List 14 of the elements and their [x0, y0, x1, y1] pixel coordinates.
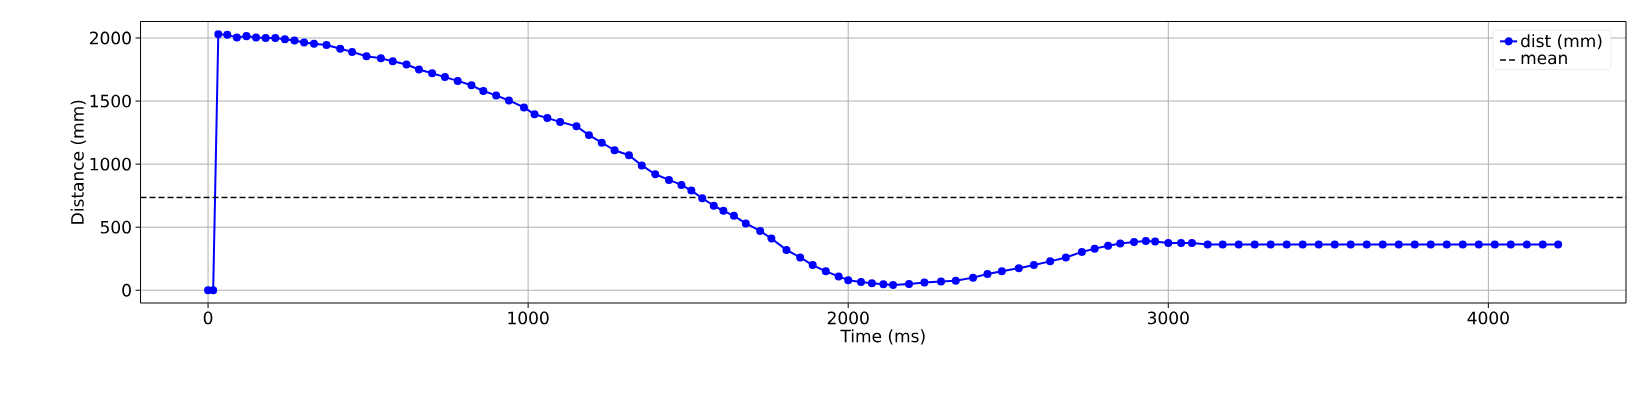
y-tick-label: 1000 [90, 157, 131, 171]
legend-label: dist (mm) [1521, 34, 1602, 50]
x-tick-label: 1000 [508, 311, 549, 325]
x-tick-label: 0 [203, 311, 213, 325]
x-axis-title: Time (ms) [840, 329, 925, 345]
x-tick-label: 3000 [1147, 311, 1189, 325]
y-axis-title: Distance (mm) [70, 100, 86, 224]
x-tick-label: 4000 [1467, 311, 1509, 325]
x-tick-label: 2000 [827, 311, 869, 325]
y-tick-label: 500 [100, 220, 131, 234]
y-tick-label: 1500 [90, 94, 131, 108]
y-tick-label: 0 [122, 283, 131, 297]
legend-label: mean [1521, 54, 1567, 65]
y-tick-label: 2000 [89, 31, 131, 45]
